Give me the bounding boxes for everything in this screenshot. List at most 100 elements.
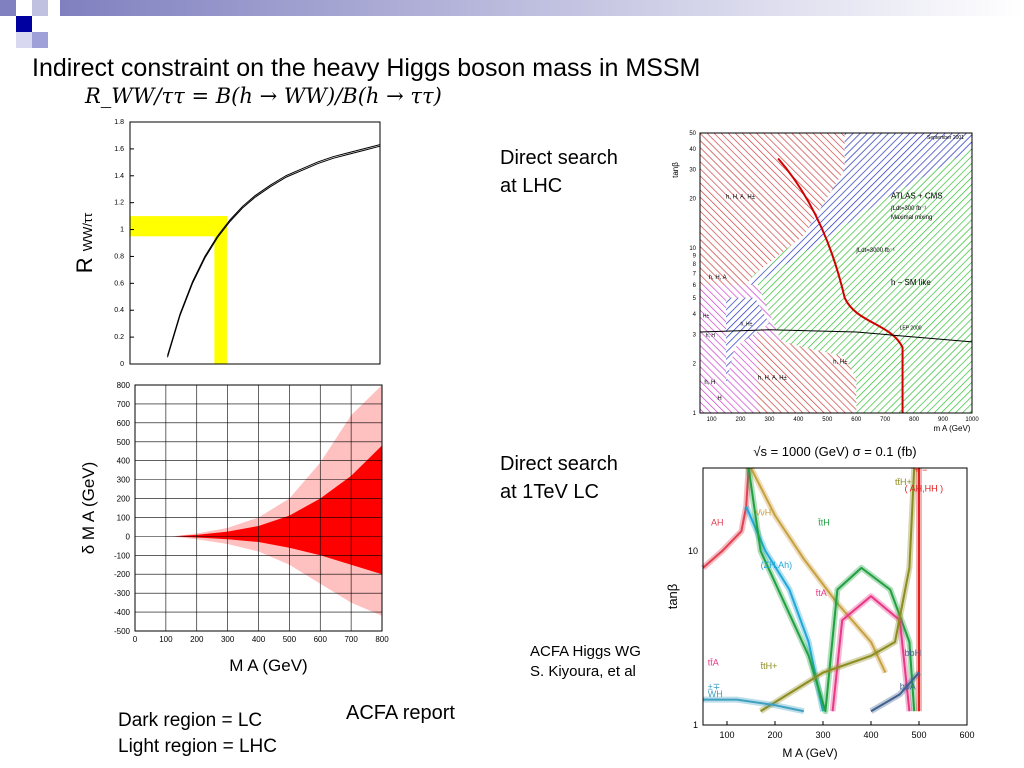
y-axis-label: δ M A (GeV) (79, 462, 98, 555)
annotation-1: ATLAS + CMS (891, 192, 943, 201)
x-tick-label: 800 (909, 417, 920, 423)
annotation-13: WH (708, 689, 723, 699)
x-tick-label: 400 (863, 730, 878, 740)
x-tick-label: 100 (159, 635, 173, 644)
x-tick-label: 400 (793, 417, 804, 423)
lc-chart: √s = 1000 (GeV) σ = 0.1 (fb) 100 200 300 400… (665, 444, 975, 760)
x-tick-label: 200 (736, 417, 747, 423)
y-tick-label: 0.8 (114, 253, 124, 260)
x-tick-label: 100 (719, 730, 734, 740)
x-tick-label: 700 (880, 417, 891, 423)
y-tick-label: -200 (114, 570, 131, 579)
x-tick-label: 500 (911, 730, 926, 740)
y-tick-label: 8 (693, 262, 697, 268)
annotation-8: H± (703, 313, 710, 319)
y-tick-label: 200 (117, 495, 131, 504)
y-tick-label: -500 (114, 627, 131, 636)
x-tick-label: 100 (707, 417, 718, 423)
region-dark (172, 445, 382, 575)
y-tick-label: 0.6 (114, 280, 124, 287)
y-tick-label: 9 (693, 254, 697, 260)
y-tick-label: 4 (693, 312, 697, 318)
annotation-4: t̄tA (815, 588, 827, 598)
annotation-6: LEP 2000 (900, 326, 922, 332)
region-blue-mid (726, 297, 770, 384)
y-tick-label: 400 (117, 457, 131, 466)
highlight-band-vertical (214, 216, 227, 364)
slide-title: Indirect constraint on the heavy Higgs b… (32, 54, 701, 82)
y-tick-label: 700 (117, 400, 131, 409)
y-tick-label: 0.2 (114, 334, 124, 341)
region-red-top (700, 133, 845, 298)
x-tick-label: 800 (375, 635, 389, 644)
y-tick-label: 10 (688, 546, 698, 556)
y-tick-label: 2 (693, 361, 697, 367)
region-light (172, 385, 382, 616)
y-tick-label: 800 (117, 381, 131, 390)
y-tick-label: 6 (693, 283, 697, 289)
header-bar (60, 0, 1024, 16)
x-axis-label: m A (GeV) (934, 424, 971, 433)
curve-4 (831, 595, 911, 712)
curve-0 (702, 467, 750, 569)
y-tick-label: 1.4 (114, 173, 124, 180)
y-tick-label: 0 (120, 361, 124, 368)
annotation-4: ∫Ldt=3000 fb⁻¹ (855, 247, 895, 254)
annotation-2: (ZH,Ah) (761, 560, 793, 570)
credit-line1: ACFA Higgs WG (530, 643, 641, 660)
y-axis-label: tanβ (665, 584, 680, 610)
region-legend: Dark region = LC Light region = LHC (118, 708, 277, 760)
r-ratio-curve-0 (167, 145, 381, 358)
r-ratio-curve-1 (167, 144, 381, 356)
lumi-3000-curve (777, 157, 904, 413)
curve-5 (760, 467, 916, 713)
lc-label: Direct search at 1TeV LC (500, 450, 618, 506)
annotation-7: ( AH,HH ) (905, 483, 944, 493)
annotation-0: AH (711, 518, 724, 528)
annotation-5: h − SM like (891, 278, 931, 287)
annotation-1: ν̄νH (756, 507, 772, 517)
y-tick-label: 1.6 (114, 146, 124, 153)
chart-title: √s = 1000 (GeV) σ = 0.1 (fb) (753, 444, 916, 459)
y-tick-label: 0.4 (114, 307, 124, 314)
highlight-band-horizontal (130, 216, 227, 237)
y-tick-label: 1 (693, 411, 697, 417)
credit-line2: S. Kiyoura, et al (530, 663, 636, 680)
lhc-label-line2: at LHC (500, 175, 563, 197)
y-tick-label: 1.2 (114, 200, 124, 207)
note: September 2001 (927, 135, 964, 141)
x-tick-label: 400 (252, 635, 266, 644)
x-axis-label: M A (GeV) (782, 746, 837, 760)
x-tick-label: 500 (822, 417, 833, 423)
x-tick-label: 300 (764, 417, 775, 423)
slide-decoration (0, 0, 60, 50)
lc-label-line1: Direct search (500, 453, 618, 475)
region-magenta-left (700, 284, 727, 413)
y-tick-label: 10 (689, 246, 696, 252)
r-ratio-chart: 0 0.2 0.4 0.6 0.8 1 1.2 1.4 1.6 1.8 R WW/ττ (72, 119, 381, 368)
annotation-14: H (717, 396, 721, 402)
curve-1 (750, 467, 887, 674)
plot-frame (129, 121, 381, 365)
credit: ACFA Higgs WG S. Kiyoura, et al (530, 642, 641, 682)
plot-frame (134, 384, 383, 632)
y-tick-label: 40 (689, 147, 696, 153)
region-blue-top (734, 133, 972, 298)
plot-frame (702, 467, 968, 726)
x-tick-label: 600 (851, 417, 862, 423)
y-tick-label: 5 (693, 296, 697, 302)
annotation-12: ±∓ (708, 681, 720, 691)
y-tick-label: 1 (120, 227, 124, 234)
y-tick-label: 7 (693, 272, 697, 278)
y-tick-label: -100 (114, 551, 131, 560)
annotation-7: h, H, A (709, 275, 727, 281)
y-tick-label: 50 (689, 131, 696, 137)
y-tick-label: -300 (114, 589, 131, 598)
annotation-10: h, H± (741, 321, 753, 327)
annotation-2: ∫Ldt=300 fb⁻¹ (890, 205, 926, 212)
annotation-3: Maximal mixing (891, 215, 932, 221)
x-tick-label: 700 (344, 635, 358, 644)
x-tick-label: 0 (133, 635, 138, 644)
plot-frame (699, 132, 973, 414)
x-tick-label: 900 (938, 417, 949, 423)
